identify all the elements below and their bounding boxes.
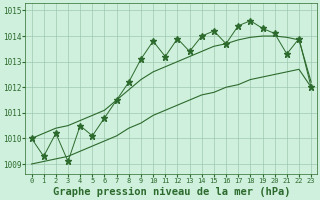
X-axis label: Graphe pression niveau de la mer (hPa): Graphe pression niveau de la mer (hPa) (52, 187, 290, 197)
